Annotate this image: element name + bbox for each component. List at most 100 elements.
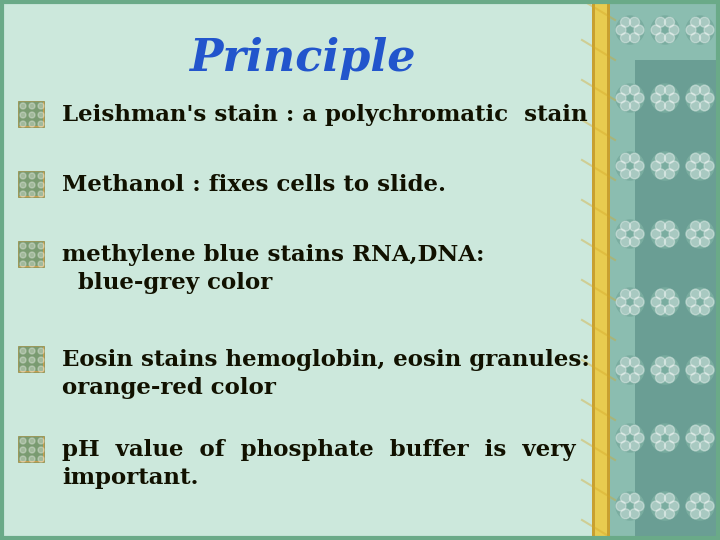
Circle shape <box>655 373 665 383</box>
Circle shape <box>655 441 665 451</box>
Circle shape <box>29 261 35 267</box>
Circle shape <box>616 424 644 452</box>
Circle shape <box>704 433 714 443</box>
Bar <box>18 241 44 267</box>
Circle shape <box>634 25 644 35</box>
Circle shape <box>700 493 709 503</box>
Circle shape <box>655 509 665 519</box>
Circle shape <box>616 93 626 103</box>
Circle shape <box>700 85 709 95</box>
Circle shape <box>700 441 709 451</box>
Circle shape <box>634 365 644 375</box>
Circle shape <box>651 424 679 452</box>
Circle shape <box>655 221 665 231</box>
Bar <box>18 346 44 372</box>
Circle shape <box>29 243 35 249</box>
Circle shape <box>686 161 696 171</box>
Circle shape <box>29 112 35 118</box>
Circle shape <box>700 289 709 299</box>
Circle shape <box>665 441 675 451</box>
Circle shape <box>690 33 701 43</box>
Circle shape <box>690 289 701 299</box>
Circle shape <box>20 438 26 444</box>
Circle shape <box>651 229 661 239</box>
Circle shape <box>621 493 631 503</box>
Circle shape <box>665 509 675 519</box>
Circle shape <box>38 366 44 372</box>
Circle shape <box>665 357 675 367</box>
Circle shape <box>621 441 631 451</box>
Circle shape <box>655 153 665 163</box>
Circle shape <box>629 85 639 95</box>
Circle shape <box>629 153 639 163</box>
Circle shape <box>700 425 709 435</box>
Circle shape <box>704 365 714 375</box>
Circle shape <box>616 25 626 35</box>
Circle shape <box>38 173 44 179</box>
Bar <box>595 0 607 540</box>
Circle shape <box>704 297 714 307</box>
Circle shape <box>669 229 679 239</box>
Circle shape <box>651 220 679 248</box>
Circle shape <box>634 161 644 171</box>
Circle shape <box>38 191 44 197</box>
Text: Methanol : fixes cells to slide.: Methanol : fixes cells to slide. <box>62 174 446 196</box>
Circle shape <box>686 424 714 452</box>
Bar <box>19 172 43 196</box>
Circle shape <box>20 121 26 127</box>
Circle shape <box>665 169 675 179</box>
Circle shape <box>686 501 696 511</box>
Circle shape <box>621 33 631 43</box>
Circle shape <box>655 357 665 367</box>
Circle shape <box>655 237 665 247</box>
Circle shape <box>690 169 701 179</box>
Circle shape <box>20 357 26 363</box>
Circle shape <box>29 121 35 127</box>
Text: blue-grey color: blue-grey color <box>62 272 272 294</box>
Circle shape <box>700 153 709 163</box>
Circle shape <box>690 509 701 519</box>
Circle shape <box>665 373 675 383</box>
Text: orange-red color: orange-red color <box>62 377 276 399</box>
Circle shape <box>686 229 696 239</box>
Circle shape <box>38 252 44 258</box>
Circle shape <box>629 493 639 503</box>
Circle shape <box>665 153 675 163</box>
Circle shape <box>686 288 714 316</box>
Circle shape <box>655 101 665 111</box>
Text: Eosin stains hemoglobin, eosin granules:: Eosin stains hemoglobin, eosin granules: <box>62 349 590 371</box>
Circle shape <box>686 297 696 307</box>
Circle shape <box>669 25 679 35</box>
Circle shape <box>651 16 679 44</box>
Circle shape <box>629 33 639 43</box>
Circle shape <box>665 17 675 27</box>
Bar <box>592 0 610 540</box>
Circle shape <box>38 103 44 109</box>
Circle shape <box>669 161 679 171</box>
Text: pH  value  of  phosphate  buffer  is  very: pH value of phosphate buffer is very <box>62 439 575 461</box>
Circle shape <box>686 492 714 520</box>
Circle shape <box>29 348 35 354</box>
Circle shape <box>686 433 696 443</box>
Circle shape <box>621 221 631 231</box>
Circle shape <box>700 373 709 383</box>
Circle shape <box>651 356 679 384</box>
Circle shape <box>655 493 665 503</box>
Circle shape <box>29 456 35 462</box>
Circle shape <box>629 425 639 435</box>
Bar <box>610 0 720 540</box>
Circle shape <box>38 348 44 354</box>
Circle shape <box>629 221 639 231</box>
Circle shape <box>616 356 644 384</box>
Circle shape <box>621 101 631 111</box>
Circle shape <box>686 25 696 35</box>
Circle shape <box>29 357 35 363</box>
Circle shape <box>690 357 701 367</box>
Circle shape <box>29 252 35 258</box>
Circle shape <box>629 441 639 451</box>
Circle shape <box>29 366 35 372</box>
Circle shape <box>621 509 631 519</box>
Circle shape <box>669 433 679 443</box>
Circle shape <box>634 433 644 443</box>
Circle shape <box>629 101 639 111</box>
